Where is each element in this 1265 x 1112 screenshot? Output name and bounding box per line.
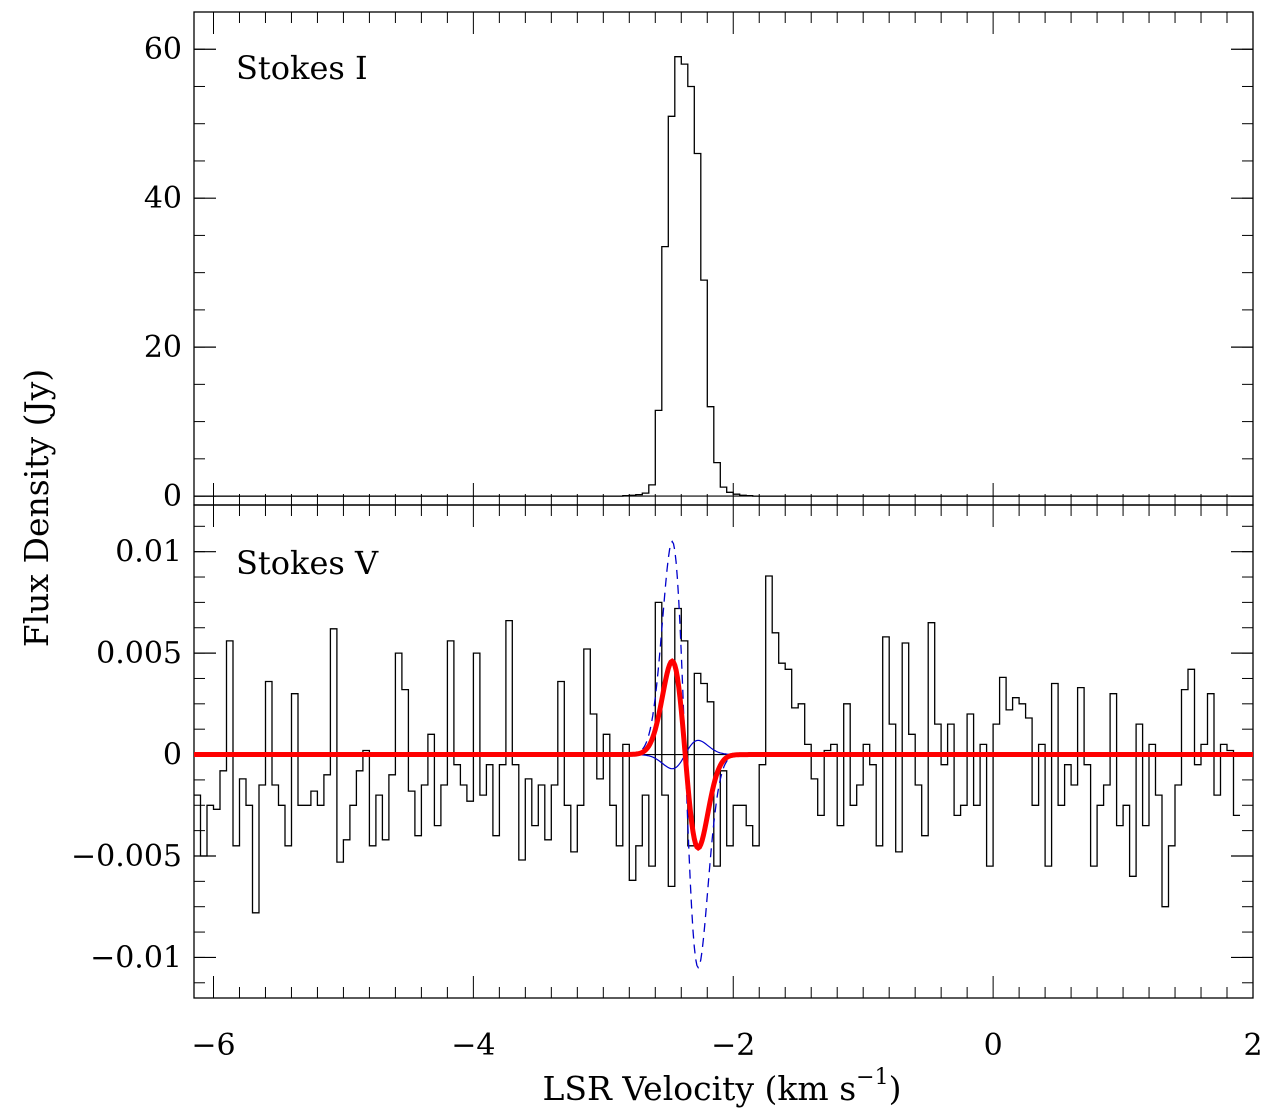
stokes-v-series <box>194 540 1253 969</box>
x-axis-title-close: ) <box>889 1069 902 1108</box>
stokes-i-x-ticks <box>212 12 1254 505</box>
stokes-i-label: Stokes I <box>236 49 368 87</box>
stokes-i-spectrum <box>194 56 1253 497</box>
model-fit-red <box>194 658 1253 851</box>
y-tick-label: −0.01 <box>90 940 182 975</box>
y-tick-label: 0.01 <box>115 535 182 570</box>
stokes-i-panel: 0 20 40 60 Stokes I <box>144 11 1254 514</box>
x-tick-label: −2 <box>711 1028 755 1063</box>
y-tick-label: 40 <box>144 181 182 216</box>
y-tick-label: 0.005 <box>96 636 182 671</box>
stokes-v-panel: −0.01 −0.005 0 0.005 0.01 −6 −4 −2 0 2 Stokes V <box>71 504 1263 1063</box>
y-axis-title: Flux Density (Jy) <box>17 369 56 648</box>
x-axis-title-exponent: −1 <box>856 1065 888 1090</box>
stokes-v-y-ticks: −0.01 −0.005 0 0.005 0.01 <box>71 525 1253 984</box>
x-tick-label: −4 <box>451 1028 495 1063</box>
y-tick-label: −0.005 <box>71 839 182 874</box>
stokes-i-y-ticks: 0 20 40 60 <box>144 11 1253 514</box>
stokes-i-series <box>194 56 1253 497</box>
model-fit-blue-dashed <box>194 540 1253 969</box>
stokes-v-spectrum <box>194 575 1240 914</box>
y-tick-label: 0 <box>163 738 182 773</box>
x-tick-label: 2 <box>1243 1028 1262 1063</box>
x-tick-label: 0 <box>984 1028 1003 1063</box>
stokes-v-label: Stokes V <box>236 544 379 582</box>
stokes-v-x-ticks: −6 −4 −2 0 2 <box>191 505 1263 1063</box>
y-tick-label: 20 <box>144 330 182 365</box>
stokes-v-frame <box>193 504 1254 999</box>
y-tick-label: 60 <box>144 32 182 67</box>
x-axis-title-main: LSR Velocity (km s <box>543 1069 857 1108</box>
x-tick-label: −6 <box>191 1028 235 1063</box>
y-tick-label: 0 <box>163 479 182 514</box>
x-axis-title: LSR Velocity (km s−1) <box>543 1065 902 1108</box>
